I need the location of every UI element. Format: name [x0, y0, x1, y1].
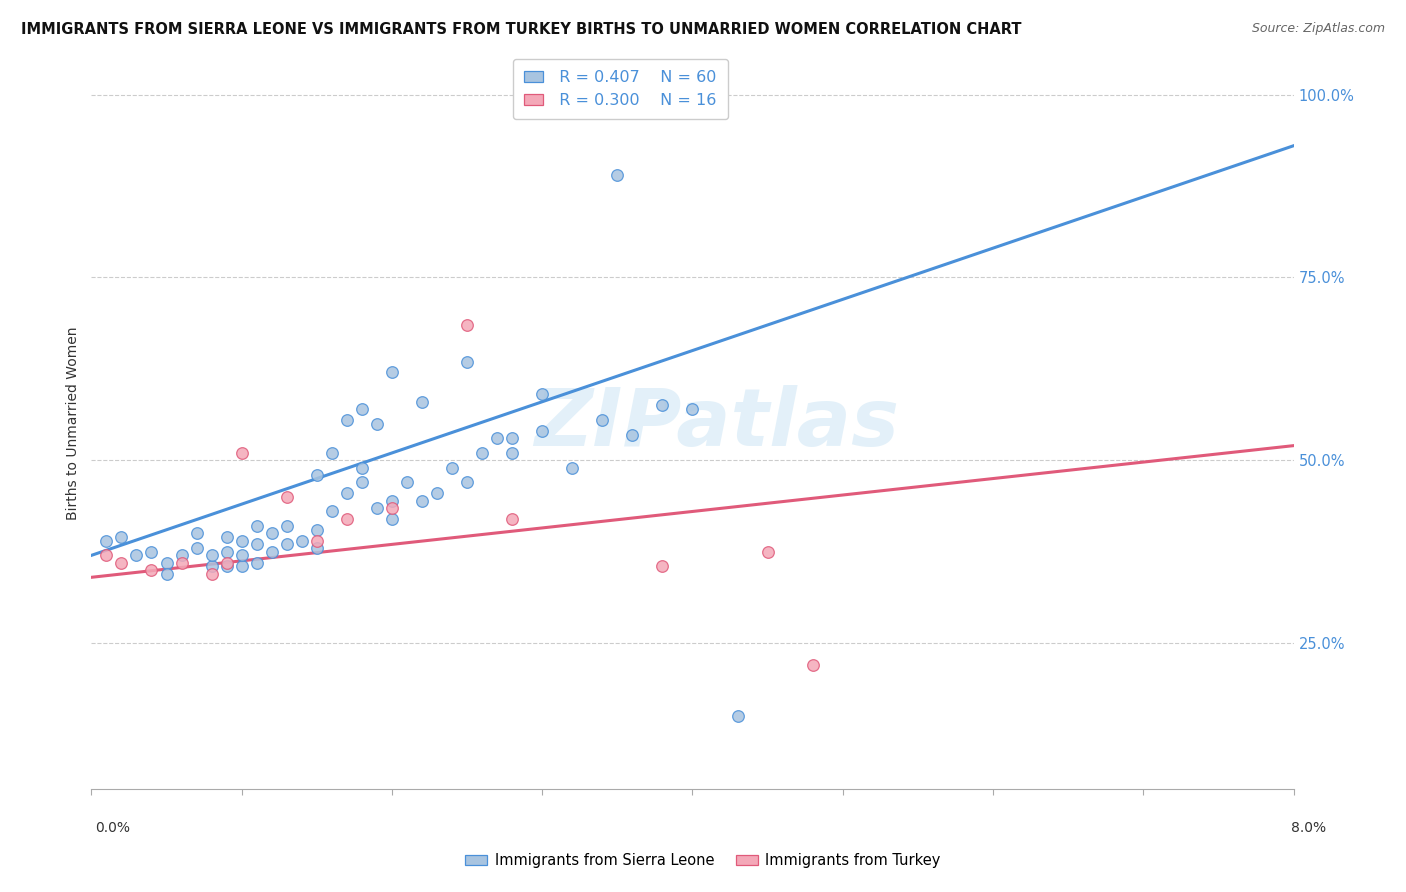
- Point: [231, 533, 253, 548]
- Point: [321, 446, 343, 460]
- Point: [336, 486, 359, 500]
- Point: [606, 168, 628, 182]
- Point: [411, 394, 433, 409]
- Point: [756, 544, 779, 558]
- Point: [621, 427, 644, 442]
- Point: [231, 549, 253, 563]
- Point: [155, 566, 177, 581]
- Point: [215, 530, 238, 544]
- Point: [186, 526, 208, 541]
- Point: [141, 563, 163, 577]
- Point: [471, 446, 494, 460]
- Point: [246, 556, 269, 570]
- Point: [411, 493, 433, 508]
- Point: [681, 402, 703, 417]
- Point: [350, 402, 373, 417]
- Point: [260, 526, 283, 541]
- Point: [531, 387, 554, 401]
- Point: [305, 467, 328, 482]
- Legend: Immigrants from Sierra Leone, Immigrants from Turkey: Immigrants from Sierra Leone, Immigrants…: [460, 847, 946, 874]
- Point: [141, 544, 163, 558]
- Point: [110, 530, 132, 544]
- Point: [170, 556, 193, 570]
- Point: [170, 549, 193, 563]
- Point: [531, 424, 554, 438]
- Point: [336, 413, 359, 427]
- Point: [215, 544, 238, 558]
- Point: [381, 500, 404, 515]
- Point: [561, 460, 583, 475]
- Point: [201, 549, 224, 563]
- Point: [350, 460, 373, 475]
- Point: [186, 541, 208, 555]
- Point: [201, 559, 224, 574]
- Point: [456, 354, 478, 368]
- Point: [305, 533, 328, 548]
- Point: [501, 512, 523, 526]
- Point: [276, 537, 298, 551]
- Point: [246, 537, 269, 551]
- Text: 0.0%: 0.0%: [96, 821, 131, 835]
- Text: IMMIGRANTS FROM SIERRA LEONE VS IMMIGRANTS FROM TURKEY BIRTHS TO UNMARRIED WOMEN: IMMIGRANTS FROM SIERRA LEONE VS IMMIGRAN…: [21, 22, 1022, 37]
- Point: [276, 519, 298, 533]
- Point: [201, 566, 224, 581]
- Point: [381, 512, 404, 526]
- Point: [381, 366, 404, 380]
- Point: [426, 486, 449, 500]
- Point: [291, 533, 314, 548]
- Text: Source: ZipAtlas.com: Source: ZipAtlas.com: [1251, 22, 1385, 36]
- Point: [246, 519, 269, 533]
- Y-axis label: Births to Unmarried Women: Births to Unmarried Women: [66, 327, 80, 520]
- Point: [125, 549, 148, 563]
- Point: [456, 318, 478, 332]
- Point: [336, 512, 359, 526]
- Point: [440, 460, 463, 475]
- Point: [110, 556, 132, 570]
- Point: [727, 709, 749, 723]
- Point: [395, 475, 418, 490]
- Point: [215, 556, 238, 570]
- Point: [305, 541, 328, 555]
- Point: [366, 500, 388, 515]
- Point: [96, 533, 118, 548]
- Text: 8.0%: 8.0%: [1291, 821, 1326, 835]
- Point: [260, 544, 283, 558]
- Point: [305, 523, 328, 537]
- Point: [231, 446, 253, 460]
- Point: [215, 559, 238, 574]
- Legend:   R = 0.407    N = 60,   R = 0.300    N = 16: R = 0.407 N = 60, R = 0.300 N = 16: [513, 59, 728, 119]
- Point: [231, 559, 253, 574]
- Point: [501, 431, 523, 445]
- Point: [456, 475, 478, 490]
- Point: [381, 493, 404, 508]
- Point: [651, 399, 673, 413]
- Point: [591, 413, 613, 427]
- Point: [486, 431, 509, 445]
- Point: [276, 490, 298, 504]
- Point: [801, 658, 824, 673]
- Point: [96, 549, 118, 563]
- Point: [651, 559, 673, 574]
- Point: [366, 417, 388, 431]
- Point: [350, 475, 373, 490]
- Text: ZIPatlas: ZIPatlas: [534, 384, 898, 463]
- Point: [321, 504, 343, 518]
- Point: [155, 556, 177, 570]
- Point: [501, 446, 523, 460]
